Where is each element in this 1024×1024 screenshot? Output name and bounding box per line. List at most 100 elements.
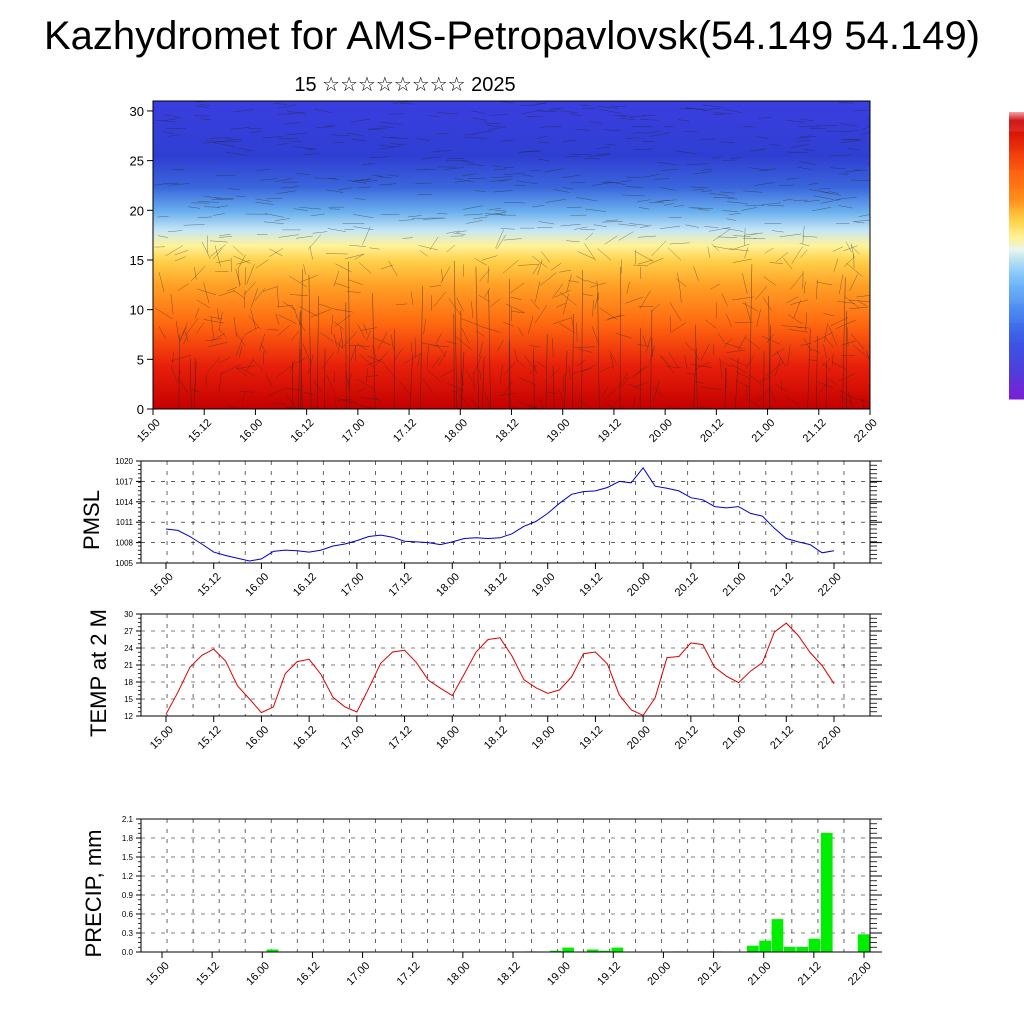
wind-streak — [238, 254, 246, 269]
wind-streak — [308, 234, 322, 250]
wind-streak — [273, 102, 287, 105]
wind-streak — [584, 243, 597, 261]
wind-streak — [299, 312, 301, 326]
wind-streak — [707, 246, 711, 258]
wind-streak — [464, 133, 477, 136]
wind-streak — [538, 158, 551, 162]
wind-streak — [423, 217, 444, 220]
heatmap-x-tick-label: 18.12 — [493, 417, 521, 445]
wind-streak — [764, 247, 774, 254]
wind-streak — [532, 204, 545, 208]
wind-streak — [174, 250, 189, 256]
wind-streak — [559, 291, 577, 306]
wind-streak — [509, 282, 525, 294]
precip-y-tick-label: 0.0 — [122, 948, 134, 957]
heatmap-x-tick-label: 21.00 — [749, 417, 777, 445]
wind-streak — [847, 391, 853, 407]
wind-streak — [639, 119, 660, 121]
wind-streak — [407, 215, 422, 218]
wind-streak — [232, 289, 245, 299]
wind-streak — [303, 153, 320, 156]
wind-streak — [721, 293, 728, 307]
precip-y-tick-label: 0.9 — [122, 891, 134, 900]
wind-streak — [474, 190, 486, 192]
wind-streak — [591, 182, 613, 186]
wind-streak — [840, 138, 861, 141]
wind-streak — [453, 232, 466, 235]
wind-streak — [781, 325, 803, 328]
wind-streak — [659, 355, 671, 366]
wind-streak — [820, 199, 841, 204]
wind-streak — [667, 247, 682, 261]
wind-streak — [824, 336, 834, 348]
wind-streak — [197, 216, 213, 219]
temp-x-tick-label: 22.00 — [816, 724, 844, 752]
wind-streak — [865, 350, 871, 362]
pmsl-x-tick-label: 19.00 — [530, 571, 558, 599]
wind-streak — [533, 347, 535, 410]
temp-x-tick-label: 17.00 — [339, 724, 367, 752]
heatmap-y-tick-label: 0 — [137, 402, 144, 417]
wind-streak — [250, 308, 257, 330]
wind-streak — [393, 348, 403, 362]
wind-streak — [493, 168, 507, 171]
wind-streak — [793, 300, 801, 319]
precip-bar — [586, 949, 599, 952]
wind-streak — [800, 342, 812, 346]
wind-streak — [625, 296, 644, 304]
wind-streak — [223, 141, 241, 143]
wind-streak — [446, 244, 456, 253]
wind-streak — [620, 377, 629, 388]
wind-streak — [342, 331, 358, 348]
wind-streak — [505, 303, 526, 314]
wind-streak — [552, 338, 554, 358]
wind-streak — [293, 208, 308, 212]
wind-streak — [749, 264, 753, 410]
wind-streak — [602, 221, 623, 223]
wind-streak — [443, 167, 464, 170]
wind-streak — [348, 261, 351, 410]
wind-streak — [455, 336, 473, 351]
wind-streak — [723, 108, 743, 114]
wind-streak — [668, 352, 680, 369]
wind-streak — [190, 265, 206, 282]
precip-bar — [796, 946, 808, 952]
wind-streak — [786, 296, 799, 304]
wind-streak — [168, 134, 181, 137]
wind-streak — [372, 293, 376, 410]
wind-streak — [462, 205, 483, 210]
wind-streak — [334, 396, 338, 410]
wind-streak — [709, 227, 731, 232]
wind-streak — [417, 353, 421, 367]
wind-streak — [479, 341, 483, 357]
wind-streak — [535, 102, 546, 105]
wind-streak — [395, 303, 407, 306]
wind-streak — [796, 166, 812, 170]
wind-streak — [550, 368, 560, 378]
wind-streak — [359, 354, 376, 369]
wind-streak — [790, 299, 808, 305]
wind-streak — [295, 235, 313, 239]
wind-streak — [620, 117, 636, 120]
precip-bar — [562, 947, 574, 952]
temp-x-tick-label: 15.00 — [148, 724, 176, 752]
wind-streak — [727, 198, 738, 200]
wind-streak — [562, 373, 565, 392]
wind-streak — [637, 235, 657, 238]
precip-frame — [140, 818, 871, 953]
wind-streak — [461, 351, 465, 410]
heatmap-x-tick-label: 20.00 — [647, 417, 675, 445]
wind-streak — [604, 403, 617, 410]
wind-streak — [816, 335, 818, 410]
precip-bar — [808, 938, 821, 952]
wind-streak — [269, 248, 283, 257]
precip-bar — [549, 950, 562, 952]
wind-streak — [679, 288, 682, 303]
wind-streak — [568, 280, 579, 283]
wind-streak — [791, 246, 803, 264]
wind-streak — [838, 394, 854, 405]
wind-streak — [167, 230, 183, 233]
wind-streak — [529, 345, 541, 348]
wind-streak — [367, 358, 382, 366]
precip-x-tick-label: 18.12 — [495, 960, 523, 988]
